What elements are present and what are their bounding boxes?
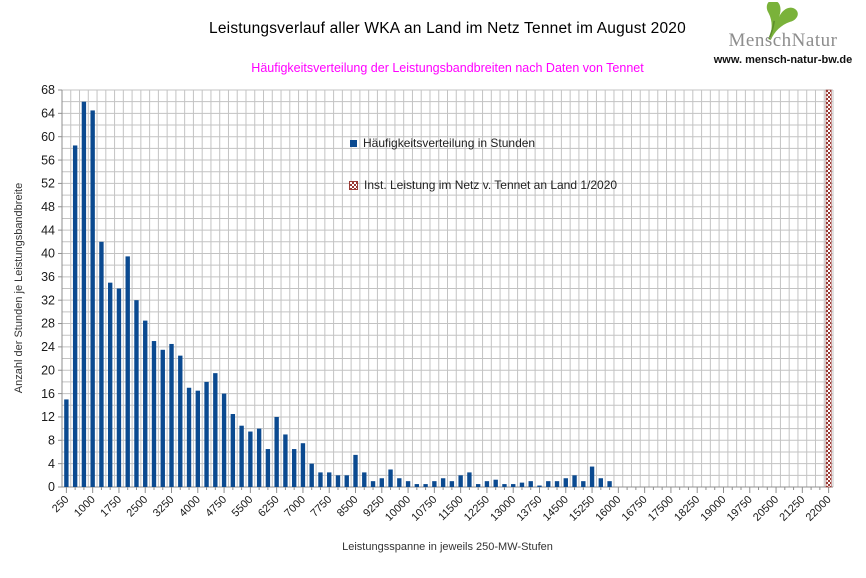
- brand-name: MenschNatur: [728, 30, 838, 51]
- svg-text:52: 52: [41, 177, 55, 191]
- svg-text:250: 250: [50, 494, 71, 515]
- svg-text:21250: 21250: [777, 494, 807, 524]
- legend-swatch-crosshatch-red: [349, 180, 358, 190]
- svg-text:13000: 13000: [488, 494, 518, 524]
- svg-text:8: 8: [48, 433, 55, 447]
- svg-text:16000: 16000: [593, 494, 623, 524]
- svg-text:64: 64: [41, 107, 55, 121]
- svg-text:0: 0: [48, 480, 55, 494]
- svg-text:5500: 5500: [230, 494, 256, 520]
- svg-text:7750: 7750: [309, 494, 335, 520]
- svg-text:48: 48: [41, 200, 55, 214]
- svg-text:20: 20: [41, 363, 55, 377]
- brand-website: www. mensch-natur-bw.de: [713, 54, 853, 66]
- ginkgo-leaf-icon: [766, 2, 798, 40]
- svg-text:18250: 18250: [672, 494, 702, 524]
- svg-text:24: 24: [41, 340, 55, 354]
- legend-label-installed-capacity: Inst. Leistung im Netz v. Tennet an Land…: [364, 178, 618, 192]
- svg-text:1000: 1000: [72, 494, 98, 520]
- svg-text:4750: 4750: [203, 494, 229, 520]
- svg-text:2500: 2500: [125, 494, 151, 520]
- svg-text:32: 32: [41, 293, 55, 307]
- chart-title: Leistungsverlauf aller WKA an Land im Ne…: [209, 20, 686, 37]
- brand-logo: MenschNatur www. mensch-natur-bw.de: [708, 2, 858, 66]
- svg-text:20500: 20500: [751, 494, 781, 524]
- chart-subtitle: Häufigkeitsverteilung der Leistungsbandb…: [251, 61, 644, 75]
- svg-text:10750: 10750: [409, 494, 439, 524]
- svg-text:22000: 22000: [804, 494, 834, 524]
- svg-text:68: 68: [41, 83, 55, 97]
- svg-text:10000: 10000: [383, 494, 413, 524]
- svg-text:4000: 4000: [177, 494, 203, 520]
- svg-text:19000: 19000: [698, 494, 728, 524]
- svg-text:60: 60: [41, 130, 55, 144]
- svg-text:11500: 11500: [436, 494, 466, 524]
- svg-text:12250: 12250: [462, 494, 492, 524]
- svg-text:1750: 1750: [98, 494, 124, 520]
- svg-text:6250: 6250: [256, 494, 282, 520]
- svg-text:17500: 17500: [646, 494, 676, 524]
- svg-text:12: 12: [41, 410, 55, 424]
- legend-item-hours: Häufigkeitsverteilung in Stunden: [350, 136, 535, 150]
- svg-text:14500: 14500: [541, 494, 571, 524]
- svg-text:8500: 8500: [335, 494, 361, 520]
- svg-text:3250: 3250: [151, 494, 177, 520]
- svg-text:36: 36: [41, 270, 55, 284]
- svg-text:13750: 13750: [514, 494, 544, 524]
- svg-text:16: 16: [41, 387, 55, 401]
- svg-text:28: 28: [41, 317, 55, 331]
- svg-text:44: 44: [41, 223, 55, 237]
- x-axis-title: Leistungsspanne in jeweils 250-MW-Stufen: [342, 541, 553, 553]
- svg-text:56: 56: [41, 153, 55, 167]
- legend-swatch-solid-blue: [350, 139, 357, 147]
- legend-item-installed-capacity: Inst. Leistung im Netz v. Tennet an Land…: [349, 178, 617, 192]
- svg-text:15250: 15250: [567, 494, 597, 524]
- y-axis-title: Anzahl der Stunden je Leistungsbandbreit…: [13, 182, 25, 394]
- svg-text:40: 40: [41, 247, 55, 261]
- svg-text:7000: 7000: [282, 494, 308, 520]
- legend-label-hours: Häufigkeitsverteilung in Stunden: [363, 136, 536, 150]
- svg-text:4: 4: [48, 457, 55, 471]
- svg-text:16750: 16750: [620, 494, 650, 524]
- svg-text:19750: 19750: [725, 494, 755, 524]
